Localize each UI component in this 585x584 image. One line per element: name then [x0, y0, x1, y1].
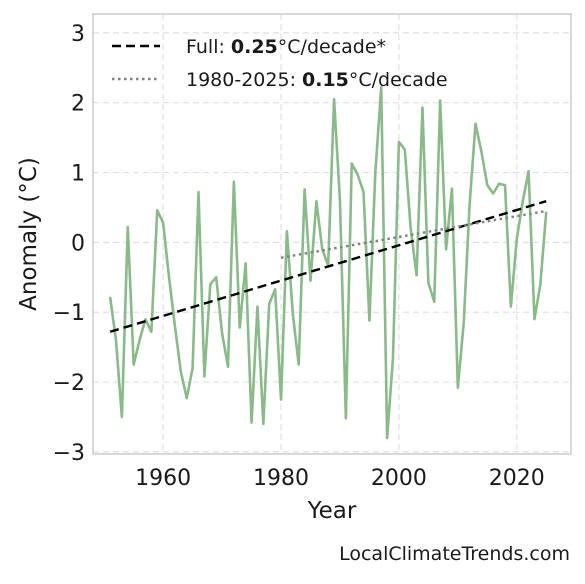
legend-rate: 0.15 — [302, 69, 349, 91]
legend-unit: °C/decade* — [278, 36, 386, 58]
legend-entry: Full: 0.25°C/decade* — [186, 36, 386, 58]
legend-label: 1980-2025: — [186, 69, 296, 91]
legend-entry: 1980-2025: 0.15°C/decade — [186, 69, 448, 91]
y-tick-label: −1 — [53, 301, 85, 326]
y-tick-label: 0 — [71, 231, 85, 256]
legend-label: Full: — [186, 36, 225, 58]
trend-line — [280, 209, 547, 259]
y-axis-label: Anomaly (°C) — [16, 157, 42, 311]
legend-unit: °C/decade — [349, 69, 448, 91]
trend-line — [109, 200, 547, 333]
x-tick-label: 1960 — [135, 466, 191, 491]
y-tick-label: 3 — [71, 22, 85, 47]
y-tick-label: 1 — [71, 162, 85, 187]
x-tick-label: 1980 — [253, 466, 309, 491]
y-tick-label: −2 — [53, 371, 85, 396]
y-tick-label: 2 — [71, 92, 85, 117]
plot-frame — [92, 13, 572, 455]
y-tick-label: −3 — [53, 441, 85, 466]
x-axis-label: Year — [307, 498, 357, 524]
x-tick-label: 2020 — [489, 466, 545, 491]
x-tick-label: 2000 — [371, 466, 427, 491]
footer: LocalClimateTrends.com — [339, 543, 570, 565]
legend-rate: 0.25 — [231, 36, 278, 58]
